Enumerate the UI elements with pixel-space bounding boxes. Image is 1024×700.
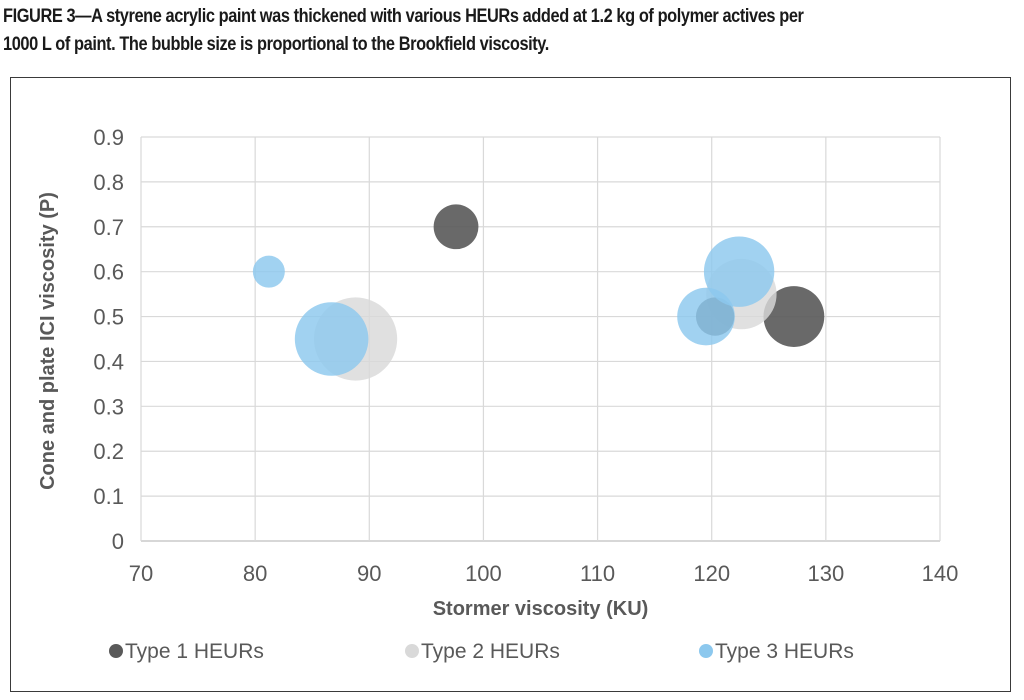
bubble-layer [252,204,825,381]
chart-frame [10,77,1011,692]
legend-marker [699,644,713,658]
y-tick-label: 0.2 [93,439,124,464]
legend-marker [405,644,419,658]
x-tick-label: 80 [243,561,267,586]
y-tick-label: 0.8 [93,170,124,195]
y-tick-label: 0.7 [93,215,124,240]
figure-caption: FIGURE 3—A styrene acrylic paint was thi… [3,2,856,58]
caption-line-1: FIGURE 3—A styrene acrylic paint was thi… [3,5,804,27]
tick-layer: 0 0.1 0.2 0.3 0.4 0.5 0.6 0.7 0.8 0.9 70 80 90 100 110… [93,125,958,586]
bubble-type-3-heurs [252,255,285,288]
x-tick-label: 100 [465,561,502,586]
bubble-type-3-heurs [677,287,735,346]
y-tick-label: 0.5 [93,305,124,330]
x-axis-title: Stormer viscosity (KU) [433,598,649,620]
grid-layer [140,136,941,542]
y-tick-label: 0.1 [93,484,124,509]
y-tick-label: 0.4 [93,349,124,374]
y-tick-label: 0 [112,529,124,554]
y-axis-title: Cone and plate ICI viscosity (P) [37,192,59,490]
x-tick-label: 90 [357,561,381,586]
bubble-type-3-heurs [703,236,775,307]
x-tick-label: 120 [693,561,730,586]
legend-marker [109,644,123,658]
y-tick-label: 0.6 [93,260,124,285]
y-tick-label: 0.3 [93,394,124,419]
x-tick-label: 70 [129,561,153,586]
bubble-type-1-heurs [433,204,479,250]
caption-line-2: 1000 L of paint. The bubble size is prop… [3,33,549,55]
x-tick-label: 130 [807,561,844,586]
legend-label: Type 1 HEURs [125,640,264,663]
legend: Type 1 HEURs Type 2 HEURs Type 3 HEURs [109,640,854,663]
x-tick-label: 110 [580,561,615,586]
legend-label: Type 3 HEURs [715,640,854,663]
bubble-type-3-heurs [294,302,369,376]
x-tick-label: 140 [922,561,959,586]
y-tick-label: 0.9 [93,125,124,150]
legend-label: Type 2 HEURs [421,640,560,663]
bubble-type-1-heurs [763,286,825,347]
